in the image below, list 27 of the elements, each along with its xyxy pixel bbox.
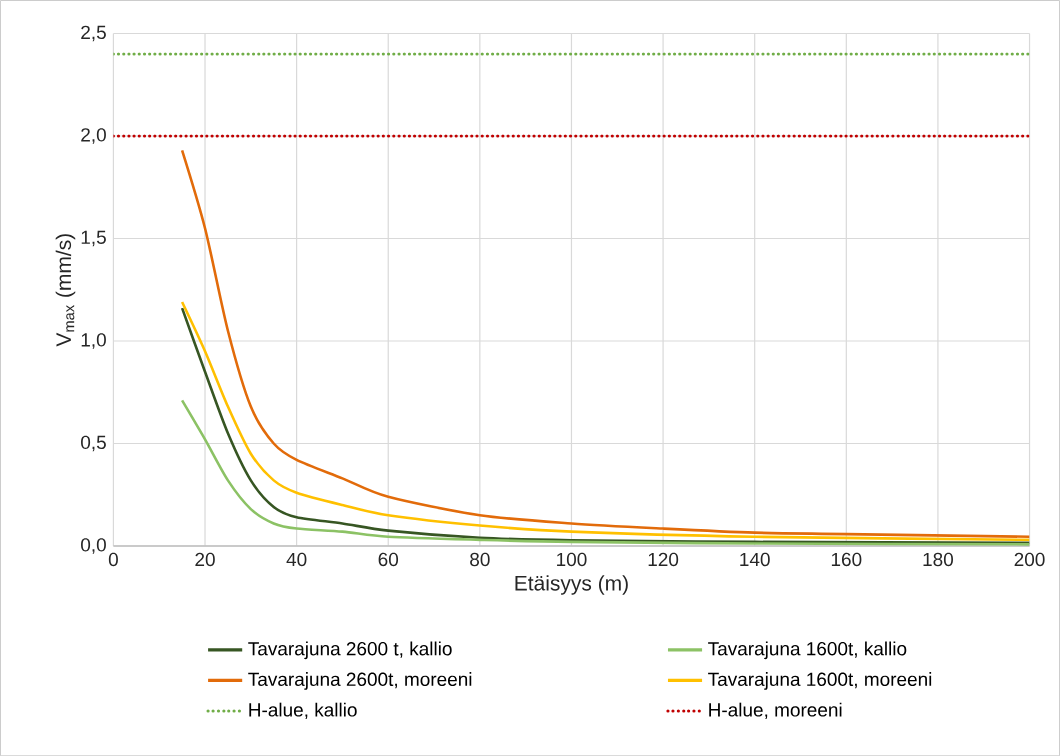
legend-label: Tavarajuna 2600t, moreeni — [248, 671, 472, 690]
x-tick-label: 60 — [378, 552, 399, 567]
x-tick-label: 140 — [740, 552, 770, 567]
x-tick-label: 80 — [470, 552, 490, 567]
line-series — [180, 398, 1030, 546]
y-tick-label: 0,5 — [81, 435, 106, 452]
legend-label: H-alue, kallio — [249, 702, 357, 719]
x-tick-label: 40 — [286, 552, 307, 567]
x-tick-label: 180 — [923, 552, 953, 567]
x-tick-label: 160 — [831, 552, 862, 567]
x-tick-label: 200 — [1014, 552, 1045, 567]
y-tick-label: 1,0 — [81, 333, 106, 349]
x-tick-label: 20 — [195, 552, 215, 567]
x-tick-label: 120 — [648, 552, 679, 567]
line-series — [180, 148, 1030, 538]
y-tick-label: 2,5 — [81, 25, 106, 42]
x-tick-label: 0 — [108, 552, 118, 567]
legend-label: Tavarajuna 1600t, kallio — [708, 641, 907, 660]
y-tick-label: 2,0 — [81, 128, 106, 144]
legend-label: Tavarajuna 1600t, moreeni — [708, 671, 932, 690]
legend-label: H-alue, moreeni — [709, 702, 842, 719]
x-tick-label: 100 — [557, 552, 587, 567]
y-tick-label: 0,0 — [81, 538, 106, 554]
y-tick-label: 1,5 — [81, 230, 106, 247]
legend-label: Tavarajuna 2600 t, kallio — [248, 641, 452, 660]
y-axis-title: V$_{max}$ (mm/s) — [55, 234, 76, 347]
x-axis-title: Etäisyys (m) — [515, 575, 628, 595]
